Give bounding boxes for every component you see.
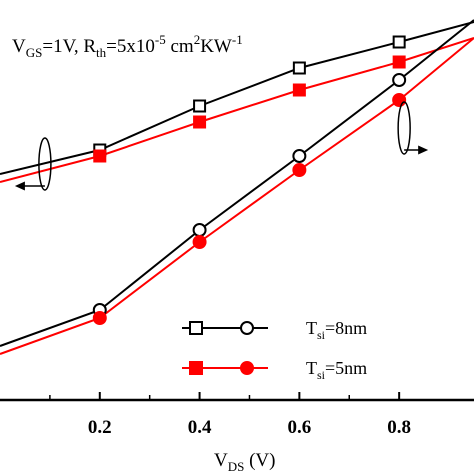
data-point-circle-2-4: [392, 73, 407, 87]
title-v: V: [12, 36, 26, 57]
x-tick-label-3: 0.8: [387, 417, 411, 438]
data-point-circle-3-3: [292, 163, 307, 177]
title-r-sub: th: [96, 45, 107, 60]
data-point-square-1-4: [392, 55, 406, 69]
data-point-circle-3-1: [92, 311, 107, 325]
x-axis-label: VDS (V): [214, 450, 276, 474]
series-lines: [0, 19, 474, 355]
x-tick-label-2: 0.6: [287, 417, 311, 438]
data-point-square-1-2: [193, 115, 207, 129]
annotations: [14, 101, 429, 191]
x-ticks: 0.2 0.4 0.6 0.8: [49, 392, 411, 438]
series-markers: [92, 35, 407, 325]
title-unit-exp2: -1: [232, 32, 243, 47]
title-r-val: =5x10: [106, 36, 155, 57]
legend-marker-square-5nm: [189, 361, 203, 375]
axis-pointer-arrowhead-right: [418, 145, 429, 155]
legend: Tsi=8nm Tsi=5nm: [182, 318, 367, 382]
title-unit-a: cm: [166, 36, 194, 57]
series-line-3-filled-circle: [0, 37, 474, 355]
data-point-circle-3-2: [192, 235, 207, 249]
title-v-sub: GS: [26, 45, 43, 60]
axis-pointer-arrowhead-left: [14, 181, 25, 191]
data-point-circle-2-3: [292, 149, 307, 163]
data-point-square-1-1: [93, 149, 107, 163]
x-tick-label-1: 0.4: [188, 417, 212, 438]
axis-pointer-ellipse-right: [397, 101, 411, 155]
xlabel-unit: (V): [244, 450, 275, 471]
title-v-val: =1V,: [42, 36, 83, 57]
data-point-square-0-2: [193, 99, 207, 113]
legend-label-5nm: Tsi=5nm: [306, 358, 367, 382]
axis-pointer-ellipse-left: [38, 137, 52, 191]
xlabel-sub: DS: [228, 459, 245, 474]
data-point-circle-3-4: [392, 93, 407, 107]
x-tick-label-0: 0.2: [88, 417, 112, 438]
series-line-0-open-square: [0, 21, 474, 175]
data-point-square-1-3: [292, 83, 306, 97]
legend-marker-square-8nm: [189, 321, 203, 335]
data-point-square-0-4: [392, 35, 406, 49]
legend-marker-circle-5nm: [240, 361, 254, 375]
legend-marker-circle-8nm: [240, 321, 254, 335]
series-line-1-filled-square: [0, 37, 474, 183]
xlabel-main: V: [214, 450, 228, 471]
legend-label-8nm: Tsi=8nm: [306, 318, 367, 342]
title-unit-exp: 2: [194, 32, 201, 47]
title-unit-b: KW: [200, 36, 232, 57]
chart-title: VGS=1V, Rth=5x10-5 cm2KW-1: [12, 32, 243, 60]
title-exp: -5: [155, 32, 166, 47]
data-point-square-0-3: [292, 61, 306, 75]
title-r: R: [83, 36, 96, 57]
series-line-2-open-circle: [0, 19, 474, 347]
data-point-circle-2-2: [192, 223, 207, 237]
